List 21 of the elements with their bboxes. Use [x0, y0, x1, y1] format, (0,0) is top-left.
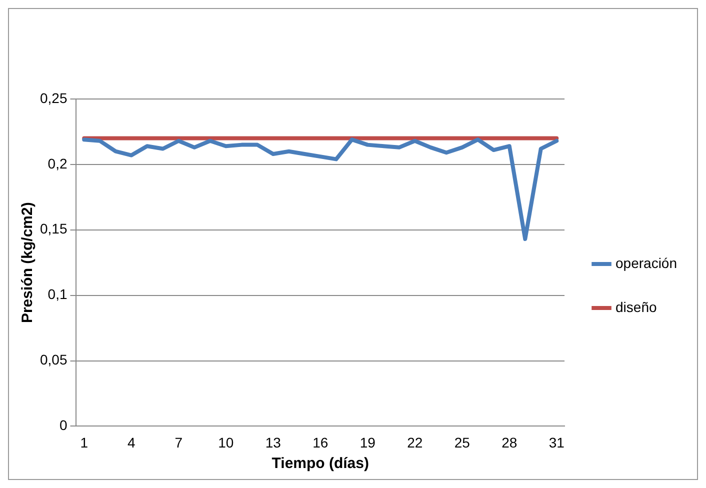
y-tick-label: 0 — [59, 417, 68, 434]
y-axis-title: Presión (kg/cm2) — [19, 202, 36, 324]
x-axis-title: Tiempo (días) — [272, 455, 370, 472]
x-tick-label: 16 — [312, 434, 328, 450]
x-tick-label: 7 — [174, 434, 183, 450]
x-tick-label: 13 — [265, 434, 282, 450]
x-tick-label: 10 — [218, 434, 234, 450]
x-tick-label: 31 — [548, 434, 565, 450]
legend-label: diseño — [616, 298, 657, 315]
x-tick-label: 1 — [80, 434, 88, 450]
x-tick-label: 22 — [407, 434, 423, 450]
x-tick-label: 4 — [127, 434, 136, 450]
y-tick-label: 0,25 — [40, 90, 68, 106]
y-tick-label: 0,05 — [40, 352, 68, 368]
x-tick-label: 28 — [502, 434, 518, 450]
x-tick-label: 25 — [454, 434, 470, 450]
y-tick-label: 0,2 — [48, 155, 68, 172]
legend-label: operación — [616, 254, 678, 271]
y-tick-label: 0,1 — [48, 286, 68, 302]
x-tick-label: 19 — [360, 434, 376, 450]
y-tick-label: 0,15 — [40, 220, 68, 237]
